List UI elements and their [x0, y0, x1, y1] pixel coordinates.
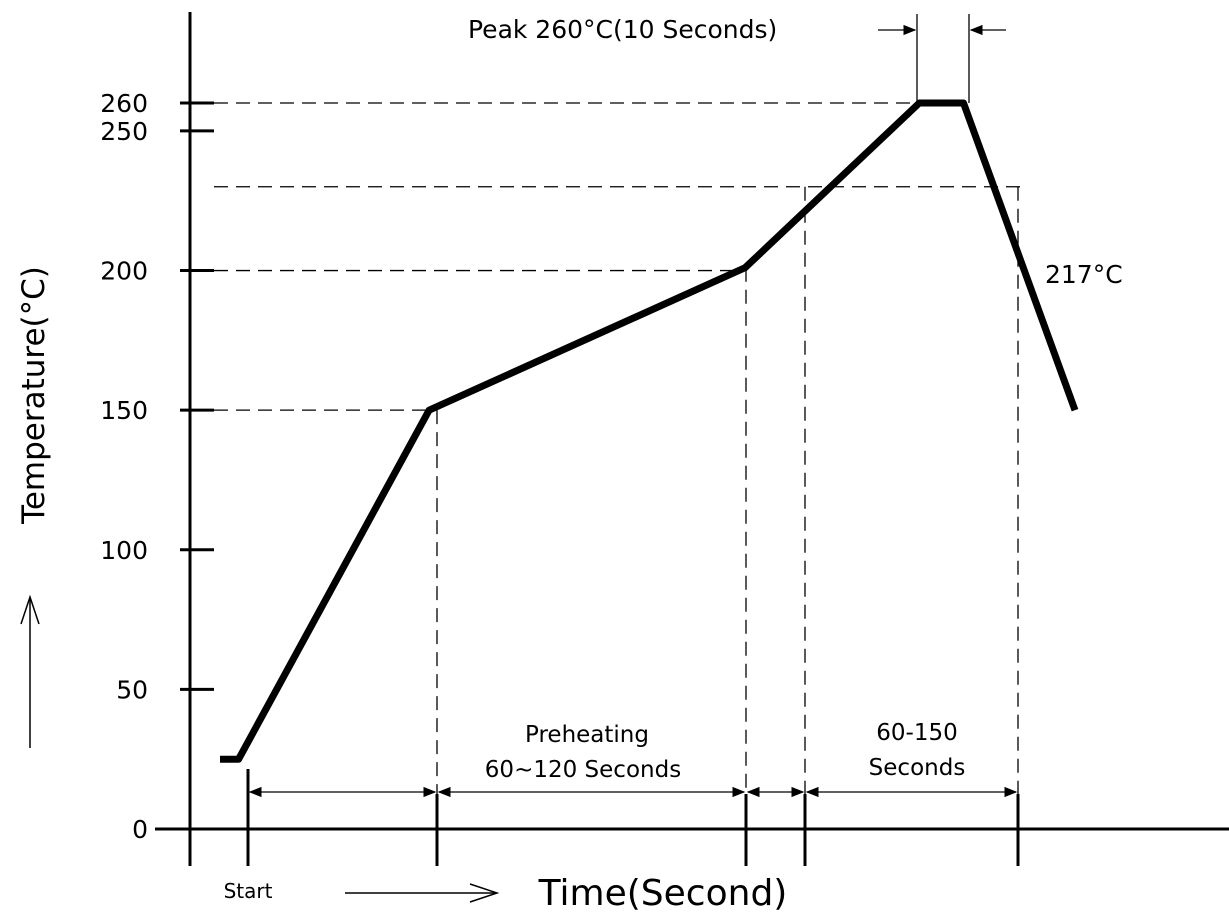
- y-tick-label-100: 100: [100, 536, 148, 565]
- y-tick-label-0: 0: [132, 815, 148, 844]
- start-label: Start: [224, 879, 273, 903]
- preheat-annotation-line2: 60~120 Seconds: [485, 757, 681, 783]
- y-tick-label-250: 250: [100, 117, 148, 146]
- axes: [155, 12, 1229, 866]
- profile-line-0: [220, 103, 1075, 759]
- y-tick-label-200: 200: [100, 257, 148, 286]
- reflow-annotation-line1: 60-150: [876, 720, 957, 746]
- y-tick-label-260: 260: [100, 89, 148, 118]
- series: [220, 103, 1075, 759]
- liquidus-annotation: 217°C: [1045, 260, 1123, 289]
- y-axis-label: Temperature(°C): [16, 266, 52, 525]
- preheat-annotation-line1: Preheating: [525, 722, 649, 748]
- y-tick-label-50: 50: [116, 675, 148, 704]
- y-tick-label-150: 150: [100, 396, 148, 425]
- x-axis-label: Time(Second): [538, 873, 788, 914]
- reflow-annotation-line2: Seconds: [869, 755, 966, 781]
- peak-annotation: Peak 260°C(10 Seconds): [468, 15, 777, 44]
